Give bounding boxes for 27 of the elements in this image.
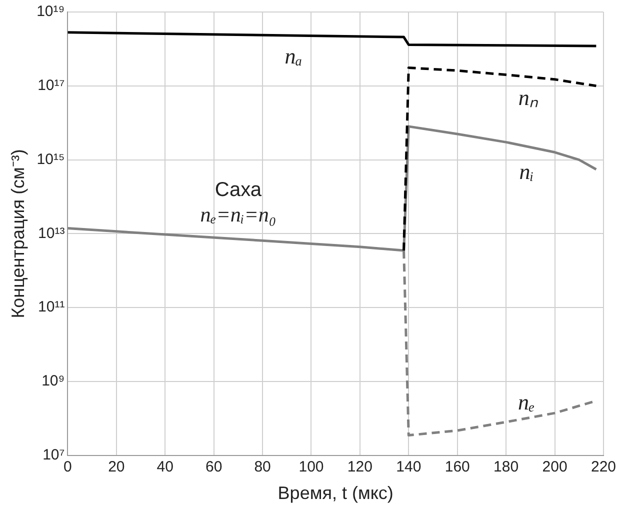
y-tick-label: 10¹⁵ bbox=[36, 150, 65, 168]
series-label: nᵢ bbox=[519, 158, 534, 184]
annotation: Саха bbox=[214, 178, 262, 201]
y-tick-label: 10⁷ bbox=[42, 446, 65, 464]
x-tick-label: 100 bbox=[298, 458, 324, 476]
y-tick-label: 10¹⁷ bbox=[38, 77, 65, 94]
x-tick-label: 80 bbox=[254, 458, 271, 476]
y-tick-label: 10¹¹ bbox=[38, 298, 65, 316]
x-tick-label: 140 bbox=[396, 458, 422, 476]
x-axis-title: Время, t (мкс) bbox=[278, 483, 394, 504]
x-tick-label: 20 bbox=[108, 458, 125, 476]
x-tick-label: 60 bbox=[205, 458, 222, 476]
y-tick-label: 10⁹ bbox=[42, 372, 65, 390]
x-tick-label: 120 bbox=[347, 458, 372, 476]
x-tick-label: 40 bbox=[156, 458, 174, 476]
y-tick-label: 10¹³ bbox=[38, 224, 65, 242]
y-axis-title: Концентрация (см⁻³) bbox=[8, 149, 28, 318]
x-tick-label: 220 bbox=[590, 458, 616, 476]
x-tick-label: 180 bbox=[494, 458, 519, 476]
series-label: nₐ bbox=[284, 44, 302, 69]
x-tick-label: 200 bbox=[542, 458, 568, 476]
y-tick-label: 10¹⁹ bbox=[36, 3, 65, 20]
x-tick-label: 0 bbox=[64, 458, 72, 476]
x-tick-label: 160 bbox=[444, 458, 470, 476]
series-label: nₙ bbox=[518, 84, 538, 110]
series-label: nₑ bbox=[518, 389, 536, 414]
annotation: nₑ=nᵢ=n₀ bbox=[200, 202, 276, 227]
